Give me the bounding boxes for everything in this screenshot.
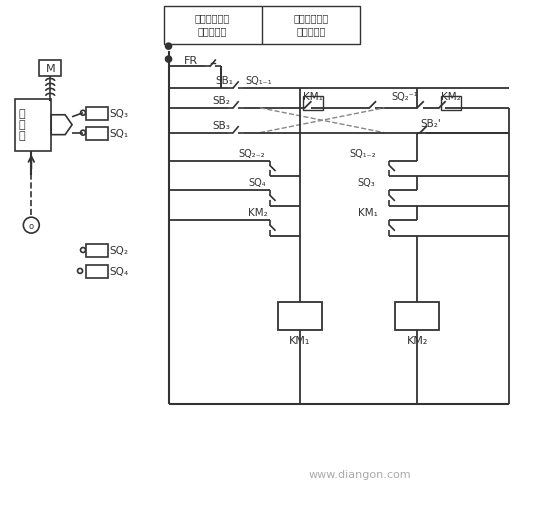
Text: SQ₁₋₁: SQ₁₋₁ bbox=[245, 76, 272, 86]
Circle shape bbox=[24, 218, 39, 234]
Text: FR: FR bbox=[184, 56, 197, 66]
Text: SB₃: SB₃ bbox=[212, 121, 230, 130]
Text: KM₂: KM₂ bbox=[248, 208, 268, 218]
Text: 电动机正转: 电动机正转 bbox=[197, 26, 227, 36]
Text: KM₂: KM₂ bbox=[407, 335, 428, 345]
Bar bbox=[395, 302, 439, 330]
Circle shape bbox=[81, 248, 86, 253]
Bar bbox=[39, 61, 61, 77]
Text: SQ₂⁻¹: SQ₂⁻¹ bbox=[391, 92, 418, 102]
Text: SQ₁: SQ₁ bbox=[110, 128, 129, 138]
Polygon shape bbox=[51, 116, 72, 135]
Circle shape bbox=[165, 57, 172, 63]
Text: www.diangon.com: www.diangon.com bbox=[308, 469, 411, 479]
Text: 工作台后退，: 工作台后退， bbox=[293, 13, 328, 23]
Bar bbox=[303, 96, 323, 111]
Text: M: M bbox=[45, 64, 55, 74]
Text: SQ₂: SQ₂ bbox=[110, 245, 129, 256]
Circle shape bbox=[78, 269, 82, 274]
Text: SB₁: SB₁ bbox=[215, 76, 233, 86]
Bar bbox=[278, 302, 322, 330]
Bar bbox=[16, 99, 51, 152]
Text: SB₂: SB₂ bbox=[212, 95, 230, 106]
Text: KM₁: KM₁ bbox=[357, 208, 377, 218]
Circle shape bbox=[81, 131, 86, 136]
Bar bbox=[86, 244, 108, 258]
Text: SQ₃: SQ₃ bbox=[357, 178, 375, 188]
Bar bbox=[86, 108, 108, 121]
Text: o: o bbox=[29, 221, 34, 230]
Text: KM₁: KM₁ bbox=[289, 335, 310, 345]
Text: SQ₂₋₂: SQ₂₋₂ bbox=[238, 148, 265, 158]
Text: SQ₃: SQ₃ bbox=[110, 109, 129, 119]
Text: KM₂: KM₂ bbox=[441, 92, 461, 102]
Text: 工作台前进，: 工作台前进， bbox=[195, 13, 230, 23]
Text: SQ₁₋₂: SQ₁₋₂ bbox=[349, 148, 376, 158]
Text: 工: 工 bbox=[18, 109, 25, 119]
Text: SQ₄: SQ₄ bbox=[248, 178, 266, 188]
Text: KM₁: KM₁ bbox=[303, 92, 323, 102]
Circle shape bbox=[81, 111, 86, 116]
Text: SB₂': SB₂' bbox=[420, 119, 441, 128]
Circle shape bbox=[165, 44, 172, 50]
Bar bbox=[164, 8, 361, 45]
Text: 台: 台 bbox=[18, 130, 25, 140]
Bar bbox=[86, 266, 108, 278]
Text: SQ₄: SQ₄ bbox=[110, 266, 129, 276]
Text: 电动机反转: 电动机反转 bbox=[296, 26, 325, 36]
Text: 作: 作 bbox=[18, 120, 25, 129]
Bar bbox=[441, 96, 461, 111]
Bar bbox=[86, 127, 108, 140]
